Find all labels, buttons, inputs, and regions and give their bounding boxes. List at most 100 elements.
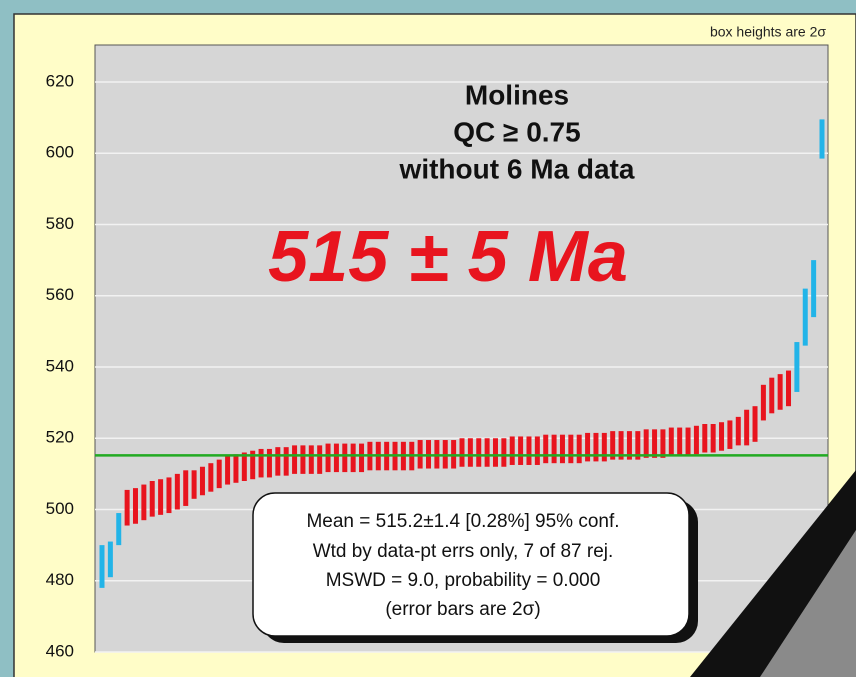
error-box xyxy=(518,436,524,465)
error-box xyxy=(769,377,775,414)
error-box xyxy=(585,432,591,462)
stats-line: Mean = 515.2±1.4 [0.28%] 95% conf. xyxy=(306,511,619,532)
result: 515 ± 5 Ma xyxy=(268,217,628,297)
y-tick-label: 460 xyxy=(46,641,74,660)
stats-line: Wtd by data-pt errs only, 7 of 87 rej. xyxy=(313,541,614,562)
error-box xyxy=(702,424,708,453)
y-tick-label: 520 xyxy=(46,428,74,447)
error-box xyxy=(174,473,180,510)
error-box xyxy=(308,445,314,474)
stats-line: MSWD = 9.0, probability = 0.000 xyxy=(326,570,601,591)
error-box xyxy=(476,438,482,467)
error-box xyxy=(534,436,540,465)
error-box xyxy=(191,470,197,499)
error-box xyxy=(359,443,365,473)
error-box xyxy=(660,429,666,458)
photo-overlay xyxy=(760,530,856,677)
error-box xyxy=(283,447,289,476)
error-box xyxy=(266,448,272,478)
error-box xyxy=(610,431,616,460)
error-box xyxy=(501,438,507,467)
error-box xyxy=(99,545,105,588)
error-box xyxy=(744,409,750,446)
error-box xyxy=(300,445,306,474)
error-box xyxy=(735,416,741,446)
error-box xyxy=(484,438,490,467)
error-box xyxy=(325,443,331,473)
error-box xyxy=(225,456,231,485)
error-box xyxy=(652,429,658,458)
error-box xyxy=(777,374,783,410)
error-box xyxy=(158,479,164,515)
y-tick-label: 620 xyxy=(46,71,74,90)
title: without 6 Ma data xyxy=(399,153,635,184)
title: QC ≥ 0.75 xyxy=(453,116,580,147)
error-box xyxy=(132,488,138,524)
y-tick-label: 500 xyxy=(46,499,74,518)
title: Molines xyxy=(465,79,569,110)
error-box xyxy=(802,288,808,346)
error-box xyxy=(317,445,323,474)
stats-line: (error bars are 2σ) xyxy=(385,599,540,620)
error-box xyxy=(199,466,205,496)
marks xyxy=(95,119,828,588)
error-box xyxy=(794,342,800,392)
error-box xyxy=(275,447,281,476)
error-box xyxy=(568,434,574,464)
error-box xyxy=(559,434,565,464)
stats-box xyxy=(252,492,690,637)
error-box xyxy=(342,443,348,473)
error-box xyxy=(677,427,683,457)
error-box xyxy=(543,434,549,464)
error-box xyxy=(233,454,239,483)
error-box xyxy=(752,406,758,442)
error-box xyxy=(216,459,222,489)
error-box xyxy=(551,434,557,464)
error-box xyxy=(124,489,130,526)
error-box xyxy=(618,431,624,460)
error-box xyxy=(693,425,699,455)
error-box xyxy=(459,438,465,467)
error-box xyxy=(786,370,792,407)
error-box xyxy=(643,429,649,458)
error-box xyxy=(760,384,766,421)
error-box xyxy=(601,432,607,462)
error-box xyxy=(333,443,339,473)
error-box xyxy=(593,432,599,462)
y-tick-label: 560 xyxy=(46,285,74,304)
error-box xyxy=(467,438,473,467)
error-box xyxy=(509,436,515,465)
error-box xyxy=(719,422,725,451)
error-box xyxy=(107,541,113,578)
error-box xyxy=(685,427,691,457)
error-box xyxy=(626,431,632,460)
error-box xyxy=(710,424,716,453)
error-box xyxy=(576,434,582,464)
error-box xyxy=(141,484,147,521)
y-tick-label: 580 xyxy=(46,214,74,233)
error-box xyxy=(492,438,498,467)
error-box xyxy=(241,452,247,481)
error-box xyxy=(258,448,264,478)
error-box xyxy=(208,463,214,492)
error-box xyxy=(811,260,817,318)
error-box xyxy=(819,119,825,159)
note: box heights are 2σ xyxy=(710,24,826,40)
y-tick-label: 540 xyxy=(46,356,74,375)
error-box xyxy=(350,443,356,473)
error-box xyxy=(166,477,172,514)
grid: 460 480 500 520 540 560 580 600 620 xyxy=(46,71,828,660)
y-tick-label: 480 xyxy=(46,570,74,589)
error-box xyxy=(116,513,122,546)
error-box xyxy=(668,427,674,457)
error-box xyxy=(250,450,256,480)
error-box xyxy=(292,445,298,474)
y-tick-label: 600 xyxy=(46,143,74,162)
error-box xyxy=(149,481,155,517)
error-box xyxy=(635,431,641,460)
error-box xyxy=(526,436,532,465)
error-box xyxy=(183,470,189,506)
error-box xyxy=(727,420,733,449)
